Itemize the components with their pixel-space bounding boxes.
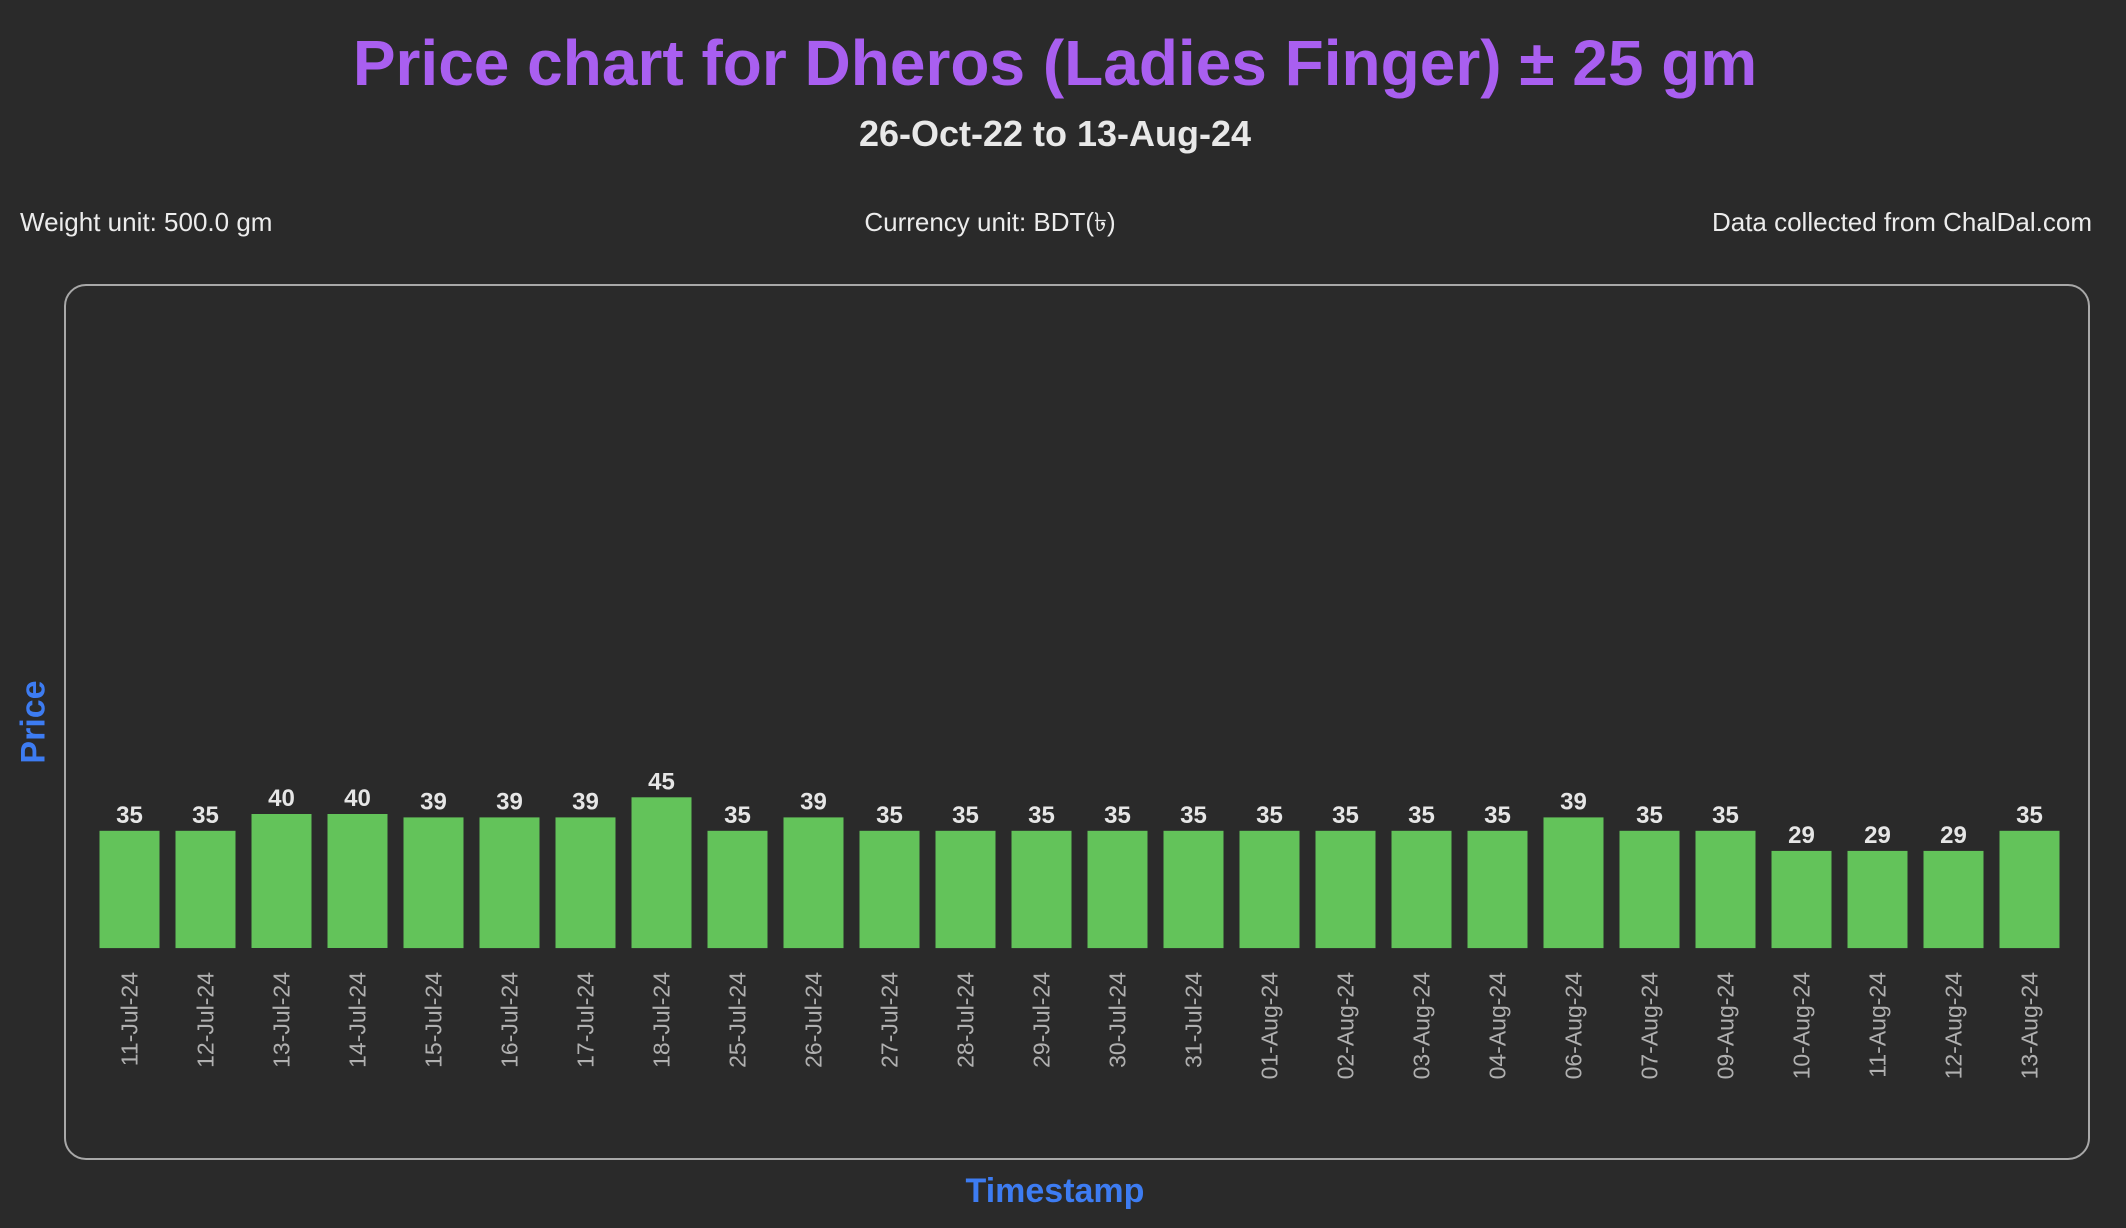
bar-value-label: 35 bbox=[1028, 802, 1055, 829]
chart-frame bbox=[64, 284, 2090, 1160]
bar-value-label: 39 bbox=[1560, 788, 1587, 815]
bar-01-Aug-24 bbox=[1239, 830, 1300, 949]
y-axis-label: Price bbox=[14, 680, 53, 764]
bar-value-label: 35 bbox=[1104, 802, 1131, 829]
bar-28-Jul-24 bbox=[935, 830, 996, 949]
x-tick-label: 31-Jul-24 bbox=[1181, 972, 1207, 1068]
bar-27-Jul-24 bbox=[859, 830, 920, 949]
x-tick-label: 10-Aug-24 bbox=[1789, 972, 1815, 1080]
bar-18-Jul-24 bbox=[631, 797, 692, 949]
x-tick-label: 03-Aug-24 bbox=[1409, 972, 1435, 1080]
bar-value-label: 35 bbox=[1256, 802, 1283, 829]
x-tick-label: 18-Jul-24 bbox=[649, 972, 675, 1068]
bar-value-label: 35 bbox=[116, 802, 143, 829]
bar-value-label: 45 bbox=[648, 768, 675, 795]
bar-value-label: 35 bbox=[1332, 802, 1359, 829]
weight-unit-label: Weight unit: 500.0 gm bbox=[20, 207, 273, 237]
bar-13-Jul-24 bbox=[251, 814, 312, 948]
x-tick-label: 04-Aug-24 bbox=[1485, 972, 1511, 1080]
bar-09-Aug-24 bbox=[1695, 830, 1756, 949]
bar-value-label: 35 bbox=[1712, 802, 1739, 829]
x-tick-label: 28-Jul-24 bbox=[953, 972, 979, 1068]
bar-03-Aug-24 bbox=[1391, 830, 1452, 949]
bar-value-label: 35 bbox=[724, 802, 751, 829]
bar-value-label: 39 bbox=[420, 788, 447, 815]
bar-29-Jul-24 bbox=[1011, 830, 1072, 949]
bar-06-Aug-24 bbox=[1543, 817, 1604, 949]
x-tick-label: 13-Jul-24 bbox=[269, 972, 295, 1068]
bar-value-label: 29 bbox=[1940, 822, 1967, 849]
bar-02-Aug-24 bbox=[1315, 830, 1376, 949]
bar-04-Aug-24 bbox=[1467, 830, 1528, 949]
x-tick-label: 15-Jul-24 bbox=[421, 972, 447, 1068]
bar-value-label: 35 bbox=[1180, 802, 1207, 829]
bar-value-label: 39 bbox=[572, 788, 599, 815]
bar-14-Jul-24 bbox=[327, 814, 388, 948]
currency-unit-label: Currency unit: BDT(৳) bbox=[864, 207, 1116, 237]
bar-value-label: 29 bbox=[1864, 822, 1891, 849]
x-tick-label: 27-Jul-24 bbox=[877, 972, 903, 1068]
bar-value-label: 35 bbox=[2016, 802, 2043, 829]
x-tick-label: 14-Jul-24 bbox=[345, 972, 371, 1068]
bar-value-label: 35 bbox=[1484, 802, 1511, 829]
x-tick-label: 30-Jul-24 bbox=[1105, 972, 1131, 1068]
bar-11-Aug-24 bbox=[1847, 850, 1908, 949]
bar-value-label: 35 bbox=[1636, 802, 1663, 829]
x-tick-label: 12-Aug-24 bbox=[1941, 972, 1967, 1080]
bar-25-Jul-24 bbox=[707, 830, 768, 949]
x-tick-label: 12-Jul-24 bbox=[193, 972, 219, 1068]
bar-12-Jul-24 bbox=[175, 830, 236, 949]
bar-15-Jul-24 bbox=[403, 817, 464, 949]
bar-13-Aug-24 bbox=[1999, 830, 2060, 949]
bar-30-Jul-24 bbox=[1087, 830, 1148, 949]
x-tick-label: 13-Aug-24 bbox=[2017, 972, 2043, 1080]
bar-10-Aug-24 bbox=[1771, 850, 1832, 949]
bar-07-Aug-24 bbox=[1619, 830, 1680, 949]
bar-16-Jul-24 bbox=[479, 817, 540, 949]
bar-12-Aug-24 bbox=[1923, 850, 1984, 949]
x-tick-label: 25-Jul-24 bbox=[725, 972, 751, 1068]
bar-11-Jul-24 bbox=[99, 830, 160, 949]
bar-value-label: 35 bbox=[192, 802, 219, 829]
bar-value-label: 35 bbox=[952, 802, 979, 829]
bar-17-Jul-24 bbox=[555, 817, 616, 949]
x-tick-label: 06-Aug-24 bbox=[1561, 972, 1587, 1080]
x-tick-label: 09-Aug-24 bbox=[1713, 972, 1739, 1080]
bar-value-label: 35 bbox=[1408, 802, 1435, 829]
data-source-label: Data collected from ChalDal.com bbox=[1711, 207, 2092, 237]
x-tick-label: 02-Aug-24 bbox=[1333, 972, 1359, 1080]
x-tick-label: 29-Jul-24 bbox=[1029, 972, 1055, 1068]
bar-26-Jul-24 bbox=[783, 817, 844, 949]
bar-value-label: 40 bbox=[268, 785, 295, 812]
bar-value-label: 40 bbox=[344, 785, 371, 812]
bar-value-label: 39 bbox=[800, 788, 827, 815]
x-tick-label: 16-Jul-24 bbox=[497, 972, 523, 1068]
x-tick-label: 11-Jul-24 bbox=[117, 972, 143, 1066]
bar-31-Jul-24 bbox=[1163, 830, 1224, 949]
date-range-subtitle: 26-Oct-22 to 13-Aug-24 bbox=[858, 113, 1252, 154]
bar-value-label: 35 bbox=[876, 802, 903, 829]
x-tick-label: 17-Jul-24 bbox=[573, 972, 599, 1068]
x-tick-label: 11-Aug-24 bbox=[1865, 972, 1891, 1078]
x-tick-label: 07-Aug-24 bbox=[1637, 972, 1663, 1080]
bar-value-label: 39 bbox=[496, 788, 523, 815]
x-axis-label: Timestamp bbox=[965, 1172, 1145, 1210]
bar-value-label: 29 bbox=[1788, 822, 1815, 849]
x-tick-label: 26-Jul-24 bbox=[801, 972, 827, 1068]
x-tick-label: 01-Aug-24 bbox=[1257, 972, 1283, 1080]
chart-title: Price chart for Dheros (Ladies Finger) ±… bbox=[352, 27, 1758, 99]
